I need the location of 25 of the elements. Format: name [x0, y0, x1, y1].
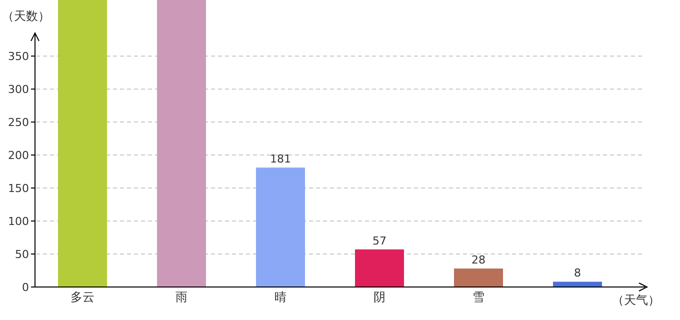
y-tick-label: 250: [8, 116, 29, 130]
x-axis-title: （天气）: [612, 293, 660, 307]
x-tick-label: 雨: [176, 290, 188, 304]
y-tick-label: 100: [8, 215, 29, 228]
y-tick-label: 150: [8, 182, 29, 196]
bar: [58, 0, 107, 287]
bar: [355, 249, 404, 287]
x-tick-label: 雪: [472, 290, 484, 304]
x-tick-label: 阴: [374, 290, 386, 304]
y-tick-label: 200: [8, 149, 29, 162]
x-tick-label: 晴: [274, 290, 286, 304]
data-label: 57: [372, 234, 386, 248]
y-tick-label: 300: [8, 83, 29, 96]
data-label: 28: [472, 254, 486, 267]
y-tick-label: 50: [15, 248, 29, 262]
y-axis-title: （天数）: [2, 9, 50, 23]
bar: [454, 268, 503, 287]
data-label: 8: [574, 266, 581, 280]
y-tick-label: 0: [22, 281, 29, 294]
bar: [256, 168, 305, 287]
bar: [553, 282, 602, 287]
data-label: 181: [270, 152, 291, 166]
bar: [157, 0, 206, 287]
y-tick-label: 350: [8, 50, 29, 64]
x-tick-label: 多云: [70, 290, 94, 304]
